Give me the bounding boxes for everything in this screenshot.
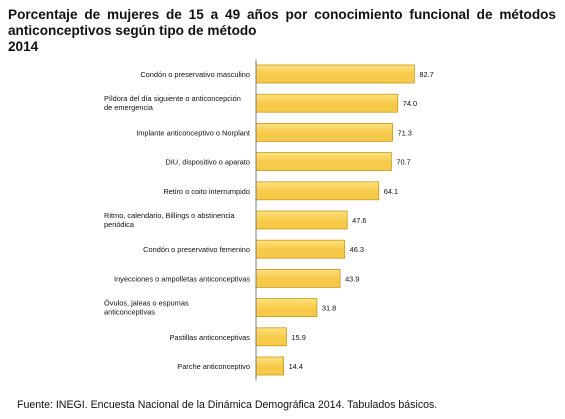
category-label-8: Óvulos, jaleas o espumas anticonceptivas — [104, 299, 189, 317]
bar-4 — [255, 181, 380, 201]
value-label-9: 15.9 — [291, 333, 305, 342]
category-label-5-line-0: Ritmo, calendario, Billings o abstinenci… — [104, 211, 236, 220]
category-label-7: Inyecciones o ampolletas anticonceptivas — [114, 274, 250, 283]
category-label-6: Condón o preservativo femenino — [143, 245, 250, 254]
category-label-8-line-0: Óvulos, jaleas o espumas — [104, 299, 189, 308]
category-labels: Condón o preservativo masculino Píldora d… — [104, 70, 250, 371]
bar-3 — [255, 152, 392, 172]
bar-9 — [255, 327, 287, 347]
value-label-3: 70.7 — [396, 158, 410, 167]
value-label-2: 71.3 — [398, 128, 412, 137]
category-label-8-line-1: anticonceptivas — [104, 308, 155, 317]
category-label-10: Parche anticonceptivo — [177, 362, 250, 371]
value-label-7: 43.9 — [345, 274, 359, 283]
category-label-1-line-0: Píldora del día siguiente o anticoncepci… — [104, 94, 241, 103]
chart-title-line-2: anticonceptivos según tipo de método — [8, 23, 257, 38]
category-label-4: Retiro o coito interrumpido — [163, 187, 250, 196]
chart-title-line-1: Porcentaje de mujeres de 15 a 49 años po… — [8, 7, 556, 22]
value-label-4: 64.1 — [384, 187, 398, 196]
category-label-1: Píldora del día siguiente o anticoncepci… — [104, 94, 241, 112]
category-label-2: Implante anticonceptivo o Norplant — [136, 128, 250, 137]
bar-8 — [255, 298, 318, 318]
bar-10 — [255, 356, 284, 376]
bar-7 — [255, 268, 341, 288]
category-label-9: Pastillas anticonceptivas — [169, 333, 250, 342]
value-label-5: 47.6 — [352, 216, 366, 225]
category-label-0: Condón o preservativo masculino — [140, 70, 250, 79]
value-label-1: 74.0 — [403, 99, 417, 108]
source-note: Fuente: INEGI. Encuesta Nacional de la D… — [17, 399, 438, 411]
bar-0 — [255, 64, 415, 84]
value-labels: 82.7 74.0 71.3 70.7 64.1 47.6 46.3 43.9 31.8 15.9… — [289, 70, 434, 371]
bar-6 — [255, 239, 346, 259]
category-label-5: Ritmo, calendario, Billings o abstinenci… — [104, 211, 236, 229]
bar-1 — [255, 93, 399, 113]
value-label-10: 14.4 — [289, 362, 303, 371]
value-label-6: 46.3 — [350, 245, 364, 254]
chart-title: Porcentaje de mujeres de 15 a 49 años po… — [8, 7, 556, 55]
category-label-5-line-1: periódica — [104, 220, 135, 229]
bar-5 — [255, 210, 348, 230]
bars-layer — [255, 64, 415, 376]
value-label-8: 31.8 — [322, 304, 336, 313]
bar-2 — [255, 123, 393, 142]
chart-title-line-3: 2014 — [8, 39, 39, 54]
bar-chart: Condón o preservativo masculino Píldora d… — [104, 59, 434, 381]
category-label-3: DIU, dispositivo o aparato — [165, 158, 250, 167]
category-label-1-line-1: de emergencia — [104, 103, 154, 112]
value-label-0: 82.7 — [419, 70, 433, 79]
